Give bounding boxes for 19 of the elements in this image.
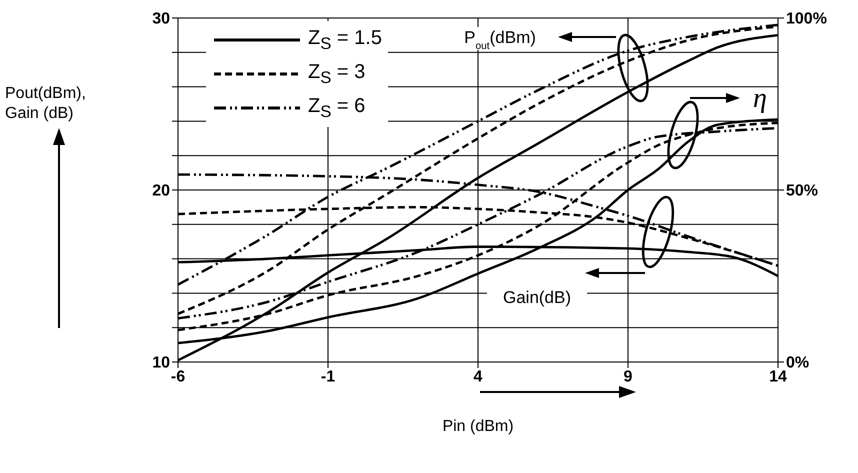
- y2-tick-label: 100%: [786, 10, 827, 28]
- x-tick-label: 4: [474, 368, 483, 386]
- y-tick-label: 10: [152, 354, 170, 372]
- x-tick-label: -6: [170, 368, 186, 386]
- legend-label: Z$_{S}$ = 6: [308, 94, 366, 122]
- annotation: η: [753, 83, 767, 114]
- y-axis-title: Pout(dBm), Gain (dB): [5, 84, 87, 124]
- legend-label: Z$_{S}$ = 1.5: [308, 26, 382, 54]
- x-tick-label: -1: [320, 368, 336, 386]
- x-tick-label: 14: [769, 368, 787, 386]
- annotation: P$_{out}$(dBm): [464, 28, 536, 52]
- legend-label: Z$_{S}$ = 3: [308, 60, 366, 88]
- y-tick-label: 20: [152, 182, 170, 200]
- y2-tick-label: 0%: [786, 354, 810, 372]
- x-axis-title: Pin (dBm): [441, 418, 515, 436]
- annotation: Gain(dB): [502, 288, 572, 307]
- y-tick-label: 30: [152, 10, 170, 28]
- x-tick-label: 9: [624, 368, 633, 386]
- y2-tick-label: 50%: [786, 182, 818, 200]
